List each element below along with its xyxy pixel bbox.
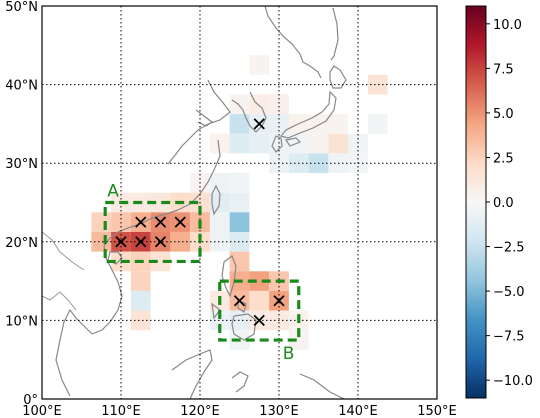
lat-tick-label: 50°N — [5, 0, 38, 15]
anomaly-cell — [229, 212, 250, 232]
lat-tick-label: 0° — [23, 393, 38, 408]
lat-tick-label: 30°N — [5, 157, 38, 172]
region-box-b — [218, 279, 301, 342]
colorbar-ramp — [466, 6, 486, 398]
lon-tick-label: 140°E — [338, 404, 378, 418]
lon-tick-label: 120°E — [180, 404, 220, 418]
colorbar-tick-label: 10.0 — [493, 18, 522, 33]
anomaly-cell — [249, 271, 270, 291]
anomaly-cell — [229, 173, 250, 193]
lon-tick-label: 110°E — [101, 404, 141, 418]
lon-tick-label: 130°E — [259, 404, 299, 418]
colorbar: 10.0 7.5 5.0 2.5 0.0 −2.5 −5.0 −7.5 −10.0 — [465, 5, 533, 399]
anomaly-cell — [249, 55, 270, 75]
anomaly-cell — [308, 114, 329, 134]
map-plot-area: AB — [41, 5, 438, 400]
anomaly-cell — [328, 114, 349, 134]
colorbar-ticks: 10.0 7.5 5.0 2.5 0.0 −2.5 −5.0 −7.5 −10.0 — [486, 18, 533, 389]
anomaly-cell — [249, 133, 270, 154]
anomaly-cell — [328, 133, 349, 154]
anomaly-cell — [130, 271, 151, 291]
lon-tick-label: 100°E — [22, 404, 62, 418]
significance-marker — [253, 314, 265, 327]
anomaly-cell — [367, 114, 388, 134]
colorbar-tick-label: −10.0 — [493, 374, 533, 389]
lat-tick-label: 40°N — [5, 79, 38, 94]
anomaly-cell — [229, 94, 250, 115]
colorbar-tick-label: 0.0 — [493, 196, 514, 211]
significance-marker — [273, 295, 285, 307]
lat-tick-label: 10°N — [5, 314, 38, 329]
anomaly-cell — [209, 173, 230, 193]
region-label-b: B — [283, 344, 295, 364]
lat-tick-label: 20°N — [5, 236, 38, 251]
significance-marker — [115, 236, 127, 248]
anomaly-cell — [130, 290, 151, 311]
anomaly-cell — [130, 310, 151, 331]
plot-frame — [41, 5, 438, 400]
significance-marker — [135, 236, 147, 248]
anomaly-cell — [209, 231, 230, 252]
anomaly-cell — [348, 133, 368, 154]
colorbar-tick-label: −2.5 — [493, 241, 525, 256]
anomaly-cell — [150, 251, 171, 272]
anomaly-cell — [269, 94, 289, 115]
significance-marker — [154, 236, 167, 248]
graticule — [42, 6, 437, 399]
anomaly-cell — [150, 192, 171, 213]
significance-marker — [174, 216, 186, 228]
colorbar-tick-label: 5.0 — [493, 107, 514, 122]
significance-marker — [253, 118, 265, 130]
significance-marker — [233, 295, 246, 307]
anomaly-cell — [229, 251, 250, 272]
anomaly-cell — [269, 114, 289, 134]
anomaly-cell — [209, 133, 230, 154]
anomaly-cell — [229, 192, 250, 213]
significance-markers — [115, 118, 285, 327]
region-label-a: A — [107, 182, 119, 202]
anomaly-cell — [308, 133, 329, 154]
anomaly-cell — [367, 74, 388, 95]
colorbar-tick-label: −7.5 — [493, 330, 525, 345]
lon-tick-label: 150°E — [417, 404, 457, 418]
colorbar-tick-label: −5.0 — [493, 285, 525, 300]
colorbar-tick-label: 2.5 — [493, 151, 514, 166]
significance-marker — [135, 216, 147, 228]
anomaly-cell — [91, 212, 112, 232]
anomaly-cell — [209, 212, 230, 232]
anomaly-cell — [229, 133, 250, 154]
axis-tick-labels: 100°E 110°E 120°E 130°E 140°E 150°E 0° 10°N 20°N… — [5, 0, 457, 418]
region-boxes: AB — [103, 182, 301, 364]
anomaly-cell — [288, 330, 309, 350]
anomaly-cell — [170, 231, 191, 252]
significance-marker — [154, 216, 167, 228]
region-box-a — [103, 200, 202, 264]
anomaly-cell — [209, 310, 230, 331]
colorbar-tick-label: 7.5 — [493, 62, 514, 77]
anomaly-cell — [229, 114, 250, 134]
anomaly-cell — [249, 290, 270, 311]
